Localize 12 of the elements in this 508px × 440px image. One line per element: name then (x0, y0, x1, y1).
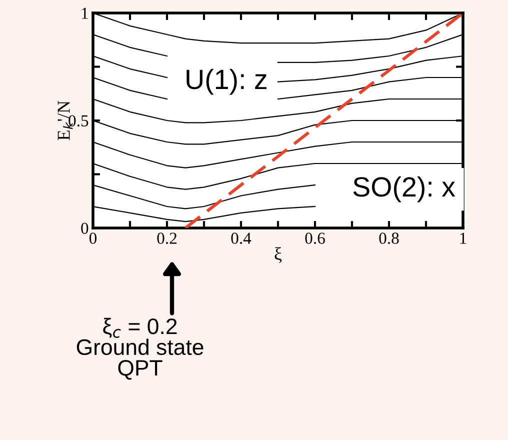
annotation: SO(2): x (353, 176, 456, 202)
text: ξ$_{c}$ = 0.2 Ground state QPT (76, 318, 204, 380)
y-tick-label: 0 (81, 222, 88, 234)
x-tick-label: 0.8 (379, 232, 399, 244)
x-tick-label: 1 (460, 232, 466, 244)
y-tick-label: 1 (82, 8, 88, 19)
x-tick-label: 0.4 (231, 232, 252, 244)
x-tick-label: 0.6 (305, 232, 325, 244)
x-tick-label: 0.2 (157, 232, 176, 244)
annotation: U(1): z (186, 68, 266, 95)
x-tick-label: 0 (89, 232, 97, 244)
x-axis-title: ξ (274, 247, 282, 263)
